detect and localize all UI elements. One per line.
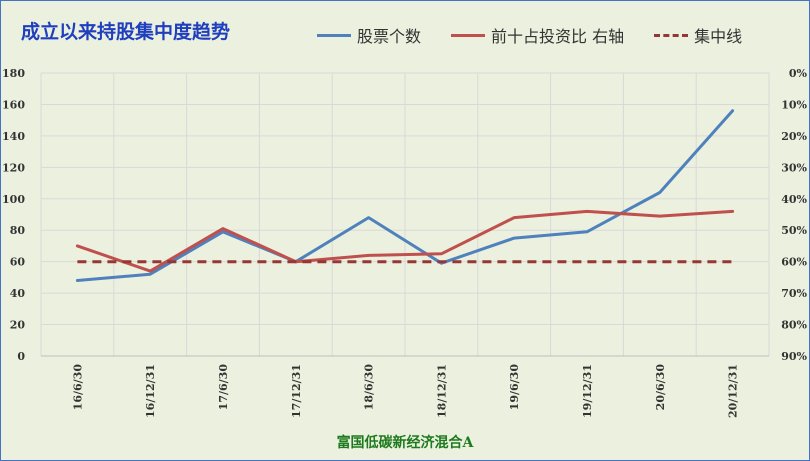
series-point [586,230,589,233]
left-tick-label: 80 [10,224,26,237]
series-point [76,244,79,247]
series-point [658,215,661,218]
left-tick-label: 100 [2,193,25,206]
x-tick-label: 18/6/30 [363,364,376,411]
series-point [76,260,79,263]
chart-subtitle: 富国低碳新经济混合A [336,435,474,451]
series-0 [75,109,735,282]
series-point [76,279,79,282]
series-point [149,260,152,263]
right-tick-label: 90% [781,350,807,363]
x-tick-label: 17/12/31 [290,364,303,418]
left-tick-label: 160 [2,98,25,111]
series-1 [75,209,735,273]
legend: 股票个数 前十占投资比 右轴 集中线 [317,23,772,47]
x-tick-label: 18/12/31 [435,364,448,418]
series-point [586,210,589,213]
x-tick-label: 19/6/30 [508,364,521,411]
x-tick-label: 16/6/30 [71,364,84,411]
series-point [731,210,734,213]
series-point [149,270,152,273]
x-tick-label: 20/12/31 [727,364,740,418]
right-tick-label: 10% [781,98,807,111]
series-point [658,191,661,194]
series-layer [75,109,735,282]
series-point [367,260,370,263]
legend-item-stock-count: 股票个数 [317,23,421,47]
series-point [513,216,516,219]
series-point [586,260,589,263]
series-point [513,237,516,240]
legend-label-stock-count: 股票个数 [357,27,422,46]
legend-item-concentration-line: 集中线 [654,23,742,47]
x-tick-label: 16/12/31 [144,364,157,418]
legend-item-top10-ratio: 前十占投资比 右轴 [451,23,624,47]
series-point [513,260,516,263]
series-point [731,260,734,263]
right-tick-label: 40% [781,193,807,206]
series-point [440,252,443,255]
right-tick-label: 60% [781,256,807,269]
legend-label-top10-ratio: 前十占投资比 右轴 [491,27,625,46]
x-tick-label: 19/12/31 [581,364,594,418]
left-tick-label: 0 [17,350,25,363]
series-point [222,227,225,230]
right-tick-label: 50% [781,224,807,237]
x-tick-label: 17/6/30 [217,364,230,411]
right-tick-label: 20% [781,130,807,143]
left-tick-label: 60 [10,256,26,269]
left-tick-label: 40 [10,287,26,300]
right-tick-label: 70% [781,287,807,300]
legend-swatch-top10-ratio [451,33,486,37]
series-point [367,216,370,219]
series-point [440,260,443,263]
right-tick-label: 80% [781,319,807,332]
legend-swatch-concentration-line [654,33,689,37]
grid [40,72,770,357]
left-tick-label: 120 [2,161,25,174]
x-tick-label: 20/6/30 [654,364,667,411]
legend-label-concentration-line: 集中线 [694,27,743,46]
right-axis-ticks: 0% 10% 20% 30% 40% 50% 60% 70% 80% 90% [781,67,807,363]
left-axis-ticks: 0 20 40 60 80 100 120 140 160 180 [2,67,25,363]
chart-title: 成立以来持股集中度趋势 [21,21,231,43]
left-tick-label: 20 [10,319,26,332]
right-tick-label: 30% [781,161,807,174]
x-axis-ticks: 16/6/30 16/12/31 17/6/30 17/12/31 18/6/30 18/… [71,364,739,418]
series-point [294,260,297,263]
series-2 [76,260,734,264]
left-tick-label: 180 [2,67,25,80]
legend-swatch-stock-count [317,33,351,37]
series-point [367,254,370,257]
series-point [222,260,225,263]
series-line [75,109,735,282]
left-tick-label: 140 [2,130,25,143]
series-point [731,109,734,112]
series-line [75,209,735,273]
series-point [149,273,152,276]
right-tick-label: 0% [789,67,808,80]
series-point [658,260,661,263]
